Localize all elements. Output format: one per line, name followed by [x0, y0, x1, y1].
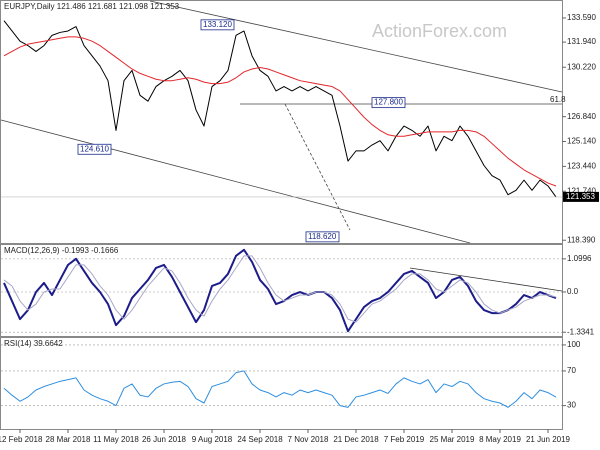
- macd-trendline: [409, 267, 563, 292]
- series-line: [3, 255, 557, 323]
- x-tick-label: 21 Dec 2018: [333, 435, 379, 444]
- y-tick-label: 121.740: [567, 186, 596, 195]
- fib-label: 61.8: [550, 95, 566, 104]
- annotation-label: 127.800: [374, 98, 403, 107]
- price-panel: [0, 0, 563, 244]
- y-tick-label: 125.140: [567, 137, 596, 146]
- rsi-title: RSI(14) 39.6642: [4, 339, 63, 348]
- x-tick-label: 24 Sep 2018: [237, 435, 283, 444]
- annotation-label: 133.120: [203, 20, 232, 29]
- fib-swing: [284, 103, 351, 231]
- series-line: [3, 248, 557, 333]
- x-tick-label: 25 Mar 2019: [430, 435, 475, 444]
- x-tick-label: 7 Feb 2019: [384, 435, 425, 444]
- x-tick-label: 9 Aug 2018: [192, 435, 233, 444]
- y-tick-label: 130.220: [567, 62, 596, 71]
- macd-title: MACD(12,26,9) -0.1993 -0.1666: [4, 246, 119, 255]
- y-tick-label: 123.440: [567, 161, 596, 170]
- annotation-box: [305, 231, 340, 243]
- rsi-panel: [0, 337, 563, 430]
- y-tick-label: 131.940: [567, 37, 596, 46]
- x-tick-label: 26 Jun 2018: [142, 435, 187, 444]
- y-tick-label: -1.3341: [567, 327, 595, 336]
- macd-panel: [0, 244, 563, 337]
- annotation-box: [77, 143, 112, 155]
- y-tick-label: 118.390: [567, 235, 596, 244]
- x-tick-label: 11 May 2018: [93, 435, 139, 444]
- y-tick-label: 1.0996: [567, 254, 592, 263]
- x-tick-label: 21 Jun 2019: [526, 435, 571, 444]
- y-tick-label: 100: [567, 340, 581, 349]
- watermark: ActionForex.com: [372, 21, 507, 41]
- x-tick-label: 7 Nov 2018: [288, 435, 329, 444]
- annotation-box: [371, 97, 406, 109]
- annotation-label: 118.620: [308, 232, 337, 241]
- y-tick-label: 126.840: [567, 112, 596, 121]
- series-line: [3, 36, 557, 187]
- price-tag: [563, 191, 599, 202]
- y-tick-label: 0.0: [567, 287, 579, 296]
- y-tick-label: 133.590: [567, 13, 596, 22]
- annotation-box: [200, 19, 235, 31]
- series-line: [3, 20, 557, 198]
- x-tick-label: 8 May 2019: [479, 435, 521, 444]
- x-tick-label: 12 Feb 2018: [0, 435, 43, 444]
- x-tick-label: 28 Mar 2018: [46, 435, 91, 444]
- price-title: EURJPY,Daily 121.486 121.681 121.098 121…: [4, 2, 180, 11]
- y-tick-label: 70: [567, 366, 576, 375]
- series-line: [3, 370, 557, 408]
- price-tag-label: 121.353: [566, 192, 595, 201]
- channel-upper: [149, 0, 563, 93]
- channel-lower: [0, 119, 471, 244]
- y-tick-label: 30: [567, 401, 576, 410]
- annotation-label: 124.610: [80, 144, 109, 153]
